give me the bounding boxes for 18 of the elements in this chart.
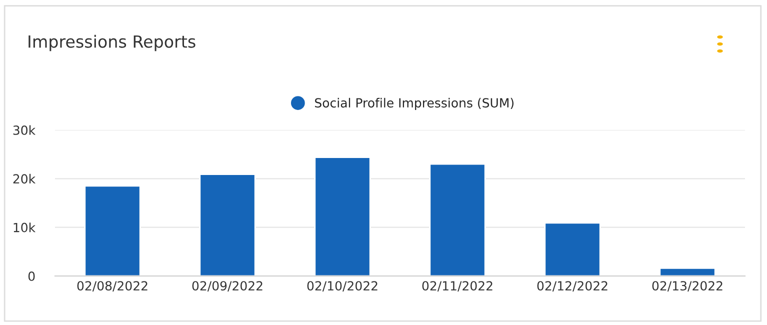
x-tick-label: 02/09/2022 <box>192 281 262 292</box>
y-tick-label: 20k <box>13 174 36 184</box>
bar <box>429 163 486 276</box>
x-tick-label: 02/11/2022 <box>422 281 492 292</box>
x-tick-label: 02/13/2022 <box>652 281 722 292</box>
bar <box>199 174 256 276</box>
bar <box>314 156 371 276</box>
chart-title: Impressions Reports <box>28 34 196 52</box>
y-tick-label: 0 <box>28 271 35 281</box>
bar <box>659 268 716 276</box>
x-tick-label: 02/10/2022 <box>307 281 378 292</box>
x-tick-label: 02/12/2022 <box>537 281 608 292</box>
y-tick-label: 10k <box>14 222 36 232</box>
y-tick-label: 30k <box>13 125 36 135</box>
bar <box>544 222 601 276</box>
bar <box>84 185 141 276</box>
x-tick-label: 02/08/2022 <box>77 281 148 292</box>
legend-label: Social Profile Impressions (SUM) <box>315 98 514 110</box>
